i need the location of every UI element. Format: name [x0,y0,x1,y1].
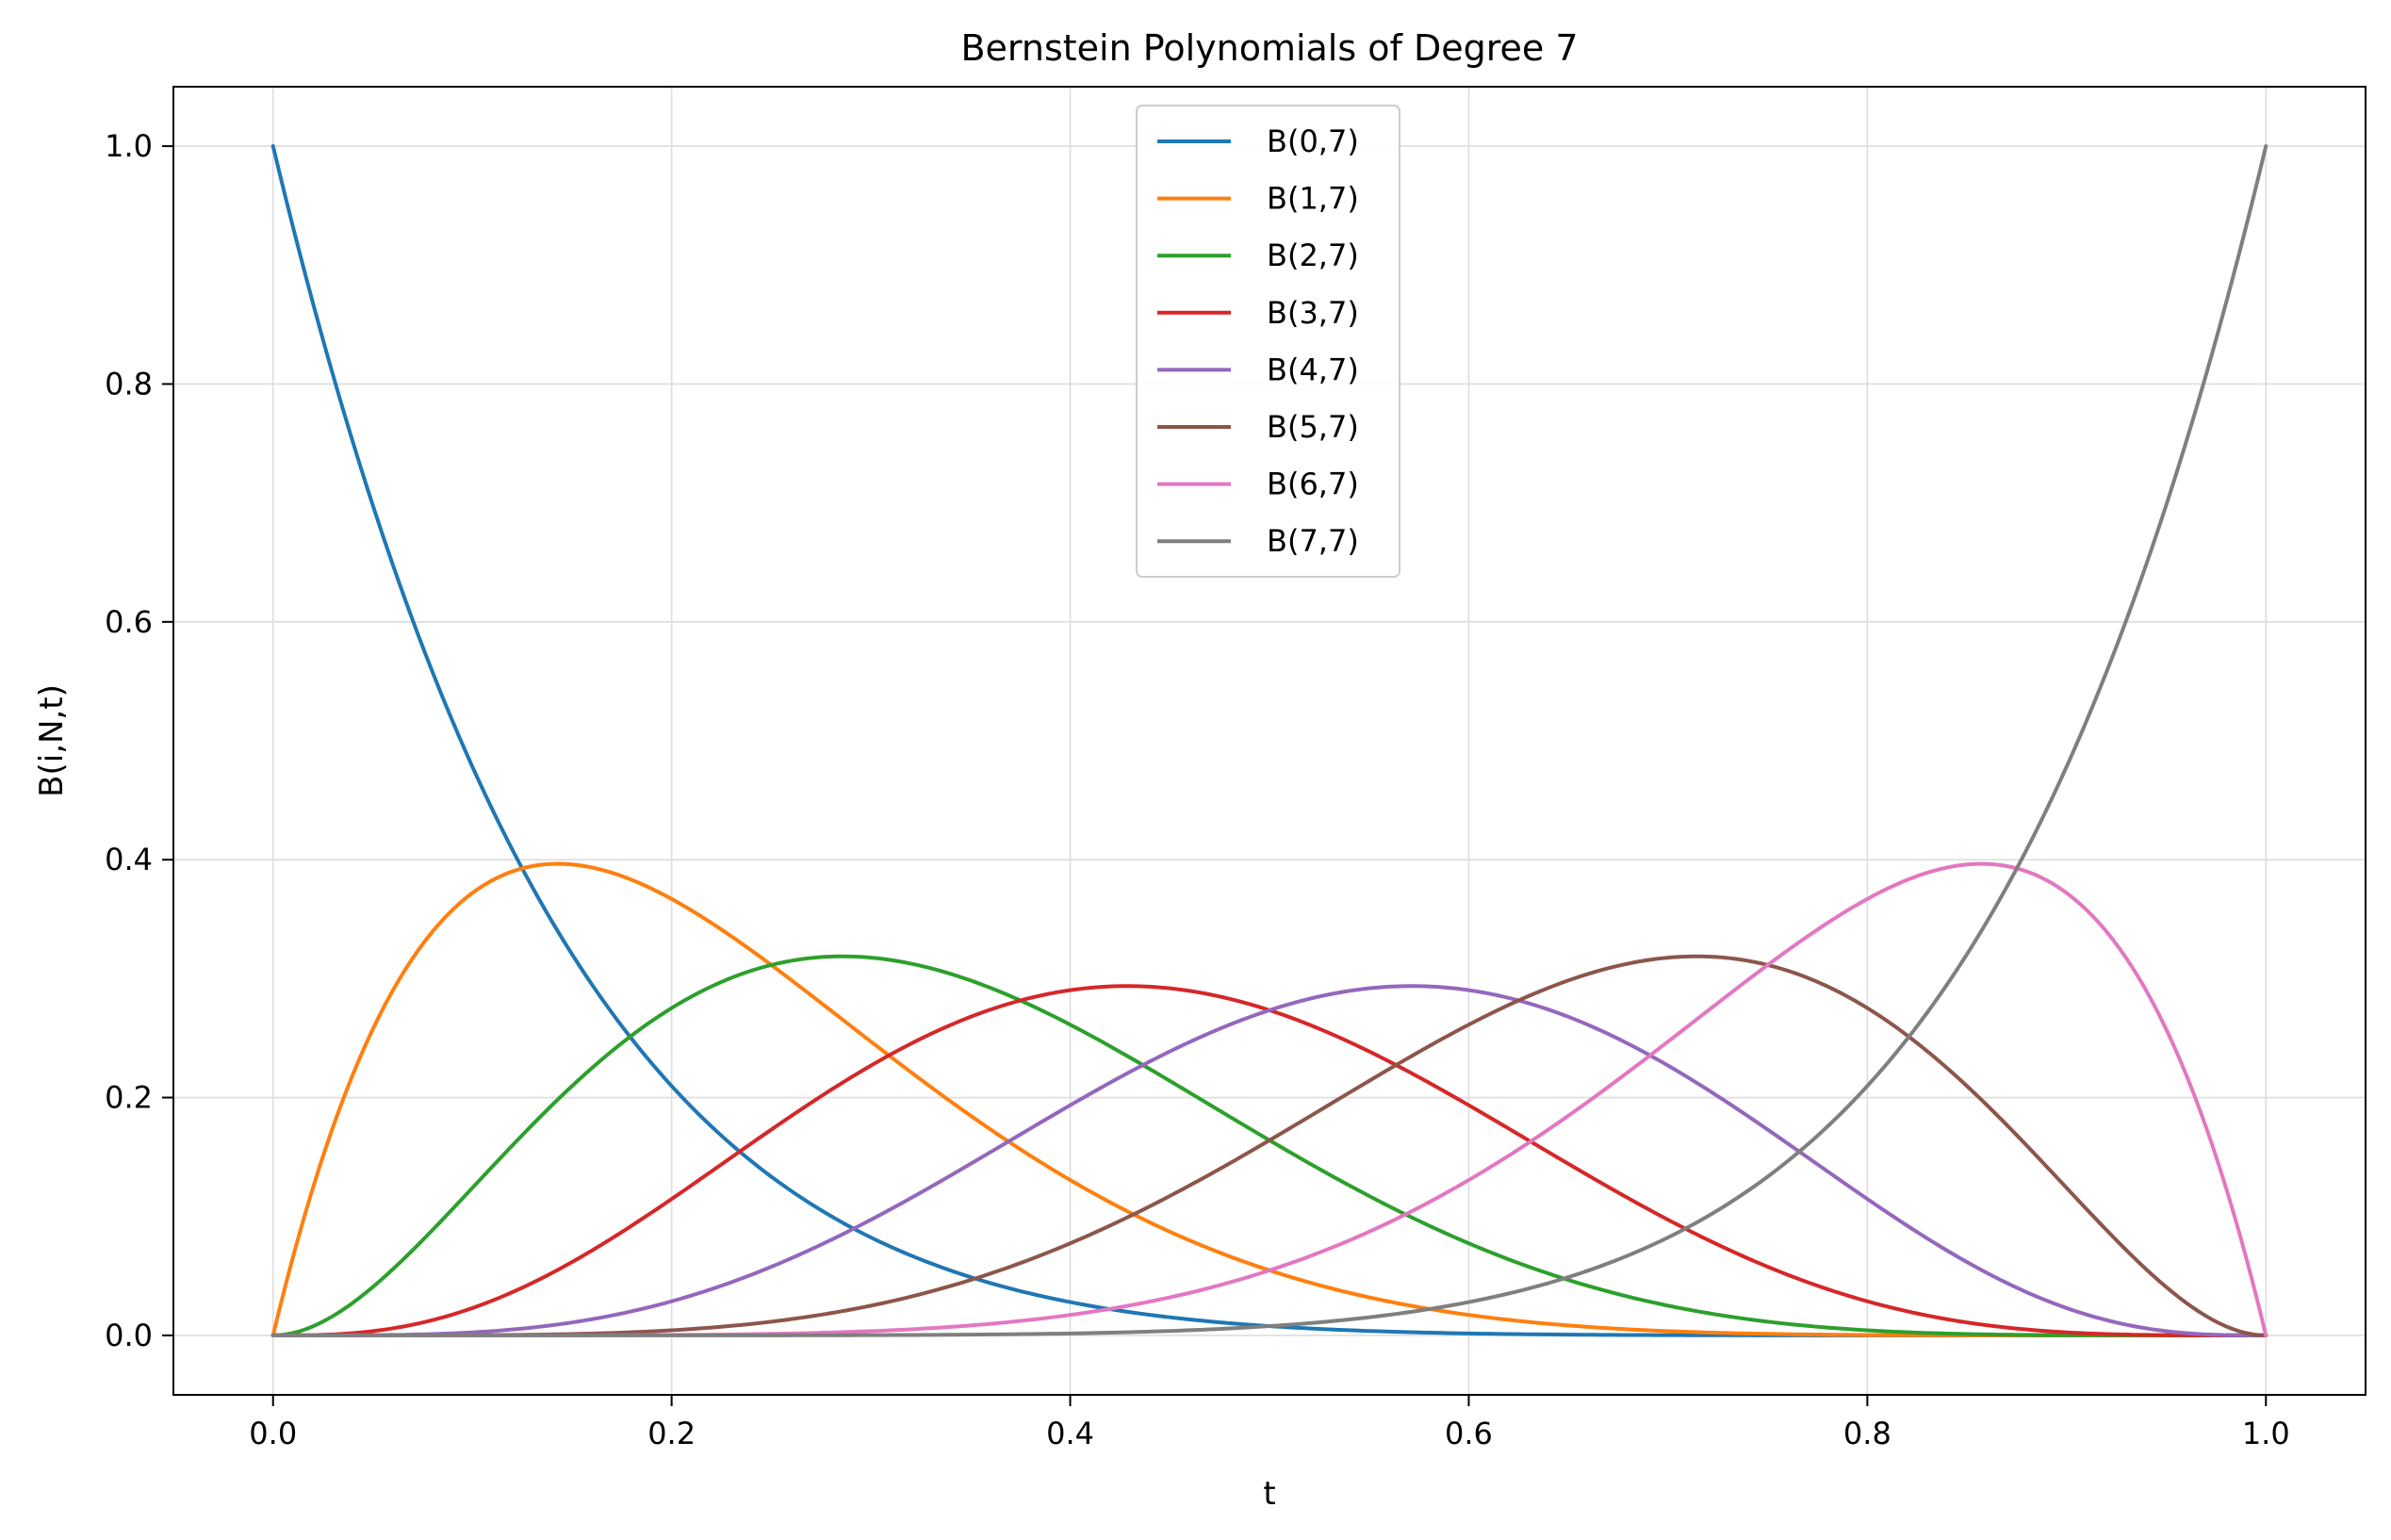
series-line-4 [270,984,2268,1337]
legend-label: B(2,7) [1267,238,1359,273]
y-tick-label: 1.0 [105,128,153,164]
y-axis-label: B(i,N,t) [33,684,71,797]
x-tick-label: 0.2 [647,1416,696,1451]
legend-label: B(5,7) [1267,409,1359,445]
series-line-5 [270,954,2268,1337]
y-tick-label: 0.6 [105,604,153,640]
x-axis-label: t [1263,1475,1275,1513]
legend-label: B(1,7) [1267,181,1359,217]
x-tick-label: 0.6 [1445,1416,1493,1451]
legend-label: B(7,7) [1267,523,1359,559]
x-tick-label: 0.8 [1843,1416,1892,1451]
series-line-1 [270,861,2268,1337]
y-tick-label: 0.2 [105,1080,153,1116]
chart-title: Bernstein Polynomials of Degree 7 [960,27,1578,69]
x-tick-label: 1.0 [2242,1416,2290,1451]
legend-label: B(4,7) [1267,352,1359,387]
axes-frame [172,86,2366,1396]
y-tick-label: 0.4 [105,842,153,877]
series-lines [270,144,2268,1337]
axis-ticks: 0.0 0.2 0.4 0.6 0.8 1.0 0.0 0.2 0.4 0.6 0.8 1.0 [105,128,2290,1451]
legend-label: B(0,7) [1267,123,1359,159]
series-line-6 [270,861,2268,1337]
x-tick-label: 0.4 [1046,1416,1094,1451]
series-line-2 [270,954,2268,1337]
legend-frame [1136,105,1400,578]
y-tick-label: 0.0 [105,1318,153,1353]
legend: B(0,7) B(1,7) B(2,7) B(3,7) B(4,7) B(5,7) B(6,… [1136,105,1400,578]
series-line-3 [270,984,2268,1337]
legend-label: B(6,7) [1267,467,1359,502]
legend-entries: B(0,7) B(1,7) B(2,7) B(3,7) B(4,7) B(5,7) B(6,… [1157,123,1359,559]
legend-label: B(3,7) [1267,295,1359,331]
y-tick-label: 0.8 [105,366,153,401]
series-line-7 [270,144,2268,1337]
x-tick-label: 0.0 [249,1416,297,1451]
